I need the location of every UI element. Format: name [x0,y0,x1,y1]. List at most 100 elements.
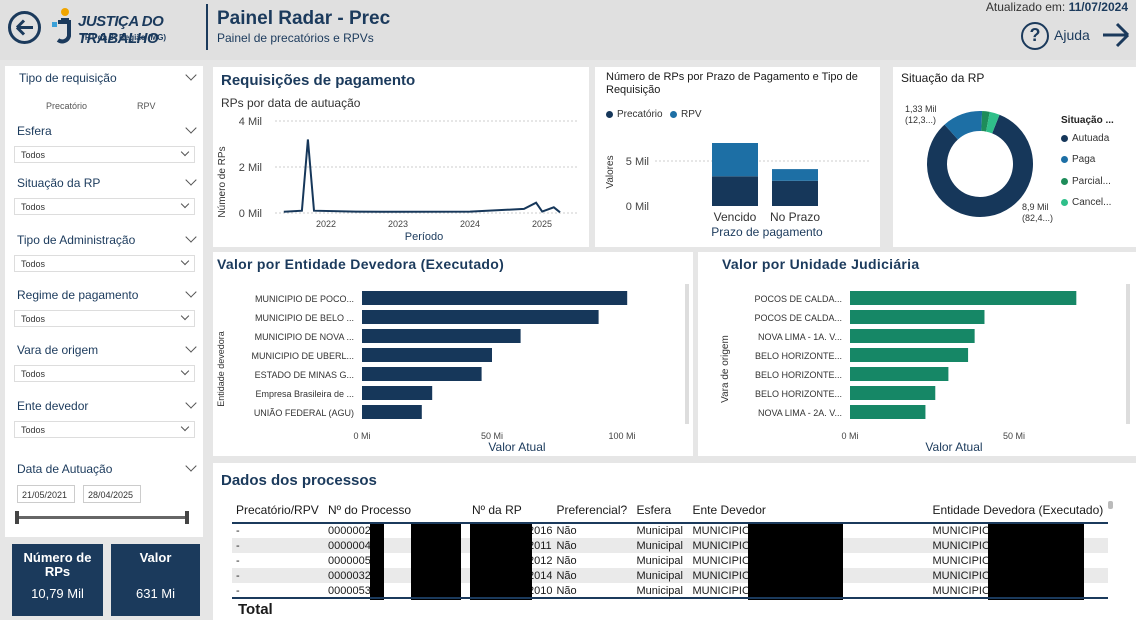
donut-chart[interactable] [893,67,1136,247]
legend-precatorio[interactable]: Precatório [606,109,663,120]
chevron-down-icon [180,199,190,209]
table-cell: Municipal [632,568,689,583]
legend-label: Paga [1072,154,1096,165]
table-cell: - [236,554,240,567]
chevron-down-icon[interactable] [185,460,197,472]
col-header[interactable]: Ente Devedor [692,503,766,517]
y-tick: BELO HORIZONTE... [755,351,842,361]
table-cell: Municipal [636,554,683,567]
arrow-right-icon[interactable] [1100,20,1132,50]
chevron-down-icon[interactable] [185,397,197,409]
legend-paga[interactable]: Paga [1061,154,1095,165]
dropdown-value: Todos [21,259,46,269]
table-cell: - [232,568,324,583]
bar [850,405,926,419]
legend-label: Autuada [1072,133,1110,144]
toggle-rpv[interactable]: RPV [137,101,156,111]
chevron-down-icon[interactable] [185,341,197,353]
date-slider[interactable] [15,511,189,524]
legend-autuada[interactable]: Autuada [1061,133,1109,144]
x-axis-label: Valor Atual [925,440,982,454]
legend-rpv[interactable]: RPV [670,109,702,120]
table-row[interactable]: -0000005 2012 Não Municipal MUNICIPIO DE MUNI… [232,553,1108,568]
chevron-down-icon [180,147,190,157]
filter-adm-label: Tipo de Administração [17,233,136,247]
donut-slice [981,111,990,132]
date-to-input[interactable]: 28/04/2025 [83,485,141,503]
donut-slice [985,111,1000,134]
prazo-card: Número de RPs por Prazo de Pagamento e T… [595,67,880,247]
y-tick: 4 Mil [239,116,262,128]
chevron-down-icon[interactable] [185,122,197,134]
label-value: 1,33 Mil [905,104,937,114]
redaction-box [988,524,1084,600]
col-header[interactable]: Nº da RP [472,503,522,517]
table-cell: 0000002 [328,525,371,537]
scrollbar[interactable] [1126,284,1130,424]
adm-dropdown[interactable]: Todos [14,255,195,272]
col-header[interactable]: Precatório/RPV [236,503,319,517]
esfera-dropdown[interactable]: Todos [14,146,195,163]
legend-cancel[interactable]: Cancel... [1061,197,1111,208]
kpi-value: 631 Mi [135,586,176,601]
line-chart[interactable]: Número de RPs Período 4 Mil 2 Mil 0 Mil … [213,67,589,247]
regime-dropdown[interactable]: Todos [14,310,195,327]
y-tick: 0 Mil [239,208,262,220]
filter-panel: Tipo de requisição Precatório RPV Esfera… [5,66,203,537]
dropdown-value: Todos [21,425,46,435]
help-button[interactable]: Ajuda [1054,27,1090,43]
unidade-card: Valor por Unidade Judiciária Vara de ori… [698,252,1136,456]
situacao-dropdown[interactable]: Todos [14,198,195,215]
x-axis-label: Período [405,231,444,243]
table-row[interactable]: -0000053 2010 Não Municipal MUNICIPIO DE MUNI… [232,583,1108,598]
scrollbar[interactable] [685,284,689,424]
filter-regime-label: Regime de pagamento [17,288,139,302]
col-header[interactable]: Esfera [636,503,672,517]
table-cell: Não [552,568,633,583]
col-header[interactable]: Nº do Processo [328,503,412,517]
dropdown-value: Todos [21,369,46,379]
legend-parcial[interactable]: Parcial... [1061,176,1111,187]
table-cell: Municipal [636,525,683,537]
toggle-precatorio[interactable]: Precatório [46,101,88,111]
dropdown-value: Todos [21,314,46,324]
bar [362,348,492,362]
table-row[interactable]: -0000032 2014 Não Municipal MUNICIPIO DE MUNI… [232,568,1108,583]
col-header[interactable]: Preferencial? [556,503,628,517]
unidade-bar-chart[interactable]: Vara de origem Valor Atual POCOS DE CALD… [698,252,1136,456]
dropdown-value: Todos [21,150,46,160]
logo-subtitle: TRT da 3ª Região (MG) [80,33,167,42]
y-axis-label: Vara de origem [720,335,731,403]
kpi-value: 10,79 Mil [31,586,84,601]
back-button[interactable] [8,11,41,44]
chevron-down-icon[interactable] [185,286,197,298]
prazo-title: Número de RPs por Prazo de Pagamento e T… [606,71,858,96]
divider [206,4,208,50]
help-icon[interactable]: ? [1021,22,1049,50]
y-tick: POCOS DE CALDA... [754,294,842,304]
table-cell: - [232,538,324,553]
table-row[interactable]: -0000004 2011 Não Municipal MUNICIPIO DE MUNI… [232,538,1108,553]
kpi-label: Número de RPs [23,550,92,579]
legend-title: Situação ... [1061,115,1114,126]
slider-handle-start[interactable] [15,511,19,524]
date-from-input[interactable]: 21/05/2021 [17,485,75,503]
stacked-bar-chart[interactable]: Valores 5 Mil 0 Mil Prazo de pagamento V… [595,67,880,247]
chevron-down-icon[interactable] [185,174,197,186]
chevron-down-icon[interactable] [185,69,197,81]
scrollbar[interactable] [1108,501,1113,509]
bar [850,386,936,400]
col-header[interactable]: Entidade Devedora (Executado) [932,503,1104,517]
x-axis-label: Prazo de pagamento [711,225,823,239]
entidade-title: Valor por Entidade Devedora (Executado) [217,256,505,272]
chevron-down-icon[interactable] [185,231,197,243]
donut-label-paga: 1,33 Mil (12,3...) [905,104,937,126]
ente-dropdown[interactable]: Todos [14,421,195,438]
slider-handle-end[interactable] [185,511,189,524]
x-tick: 100 Mi [608,431,635,441]
entidade-bar-chart[interactable]: Entidade devedora Valor Atual MUNICIPIO … [213,252,693,456]
updated-label: Atualizado em: [985,0,1066,14]
bar [362,405,422,419]
table-row[interactable]: -0000002 2016 Não Municipal MUNICIPIO DE MUNI… [232,523,1108,538]
vara-dropdown[interactable]: Todos [14,365,195,382]
